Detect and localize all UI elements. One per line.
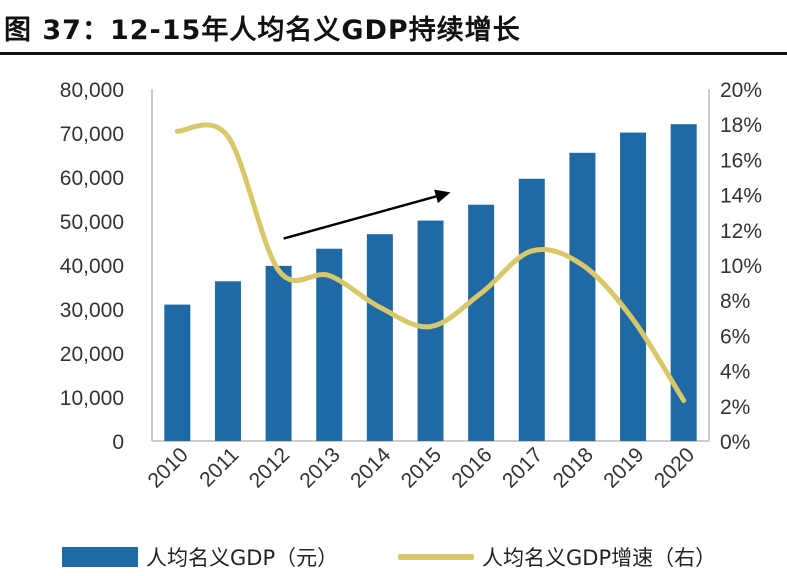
bar-2014: [366, 234, 393, 441]
left-tick-label: 60,000: [60, 167, 124, 190]
right-tick-label: 10%: [720, 255, 762, 278]
x-tick-label: 2011: [195, 443, 243, 491]
trend-arrow-head: [434, 189, 451, 204]
left-tick-label: 70,000: [60, 123, 124, 146]
legend-item-bar: 人均名义GDP（元）: [62, 542, 338, 572]
bars-group: [164, 124, 697, 442]
right-tick-label: 4%: [720, 361, 750, 384]
right-tick-label: 0%: [720, 431, 750, 454]
x-tick-label: 2014: [346, 443, 396, 493]
right-tick-label: 2%: [720, 396, 750, 419]
bar-2015: [417, 220, 444, 441]
chart-title: 图 37：12-15年人均名义GDP持续增长: [4, 15, 521, 46]
legend-line-swatch: [398, 554, 474, 560]
right-tick-label: 16%: [720, 149, 762, 172]
legend-line-label: 人均名义GDP增速（右）: [482, 546, 717, 570]
left-tick-label: 20,000: [60, 343, 124, 366]
x-tick-label: 2019: [599, 443, 648, 492]
x-ticks-group: 2010 2011 2012 2013 2014 2015 2016 2017 2018 2019…: [144, 443, 700, 493]
x-tick-label: 2020: [650, 443, 699, 492]
x-tick-label: 2018: [549, 443, 598, 492]
legend-item-line: 人均名义GDP增速（右）: [398, 542, 716, 572]
bar-2011: [214, 281, 241, 441]
left-tick-label: 80,000: [60, 79, 124, 102]
left-tick-label: 10,000: [60, 387, 124, 410]
left-tick-label: 30,000: [60, 299, 124, 322]
right-tick-label: 20%: [720, 79, 762, 102]
bar-2019: [620, 132, 647, 441]
bar-2018: [569, 152, 596, 442]
bar-2016: [468, 204, 495, 441]
legend-bar-swatch: [62, 547, 138, 567]
arrow-group: [283, 189, 451, 240]
bar-2017: [518, 178, 545, 441]
right-tick-label: 8%: [720, 290, 750, 313]
x-tick-label: 2015: [397, 443, 446, 492]
legend: 人均名义GDP（元） 人均名义GDP增速（右）: [0, 540, 787, 574]
bar-2020: [670, 124, 697, 441]
bar-2010: [164, 304, 191, 441]
growth-rate-line: [174, 122, 687, 404]
x-tick-label: 2017: [498, 443, 547, 492]
right-tick-label: 14%: [720, 185, 762, 208]
left-tick-label: 40,000: [60, 255, 124, 278]
left-tick-label: 0: [112, 431, 124, 454]
line-group: [174, 122, 687, 404]
x-tick-label: 2016: [447, 443, 496, 492]
right-tick-label: 12%: [720, 220, 762, 243]
title-rule: [0, 52, 787, 55]
bar-2012: [265, 265, 292, 441]
right-tick-label: 18%: [720, 114, 762, 137]
right-tick-label: 6%: [720, 325, 750, 348]
trend-arrow-shaft: [283, 195, 437, 240]
x-tick-label: 2012: [245, 443, 294, 492]
x-tick-label: 2013: [295, 443, 344, 492]
x-tick-label: 2010: [144, 443, 193, 492]
left-tick-label: 50,000: [60, 211, 124, 234]
legend-bar-label: 人均名义GDP（元）: [146, 546, 339, 570]
left-axis-group: 0 10,000 20,000 30,000 40,000 50,000 60,000 70,…: [60, 79, 709, 454]
chart: 0 10,000 20,000 30,000 40,000 50,000 60,000 70,…: [60, 79, 762, 493]
right-axis-group: 0% 2% 4% 6% 8% 10% 12% 14% 16% 18% 20%: [708, 79, 762, 454]
